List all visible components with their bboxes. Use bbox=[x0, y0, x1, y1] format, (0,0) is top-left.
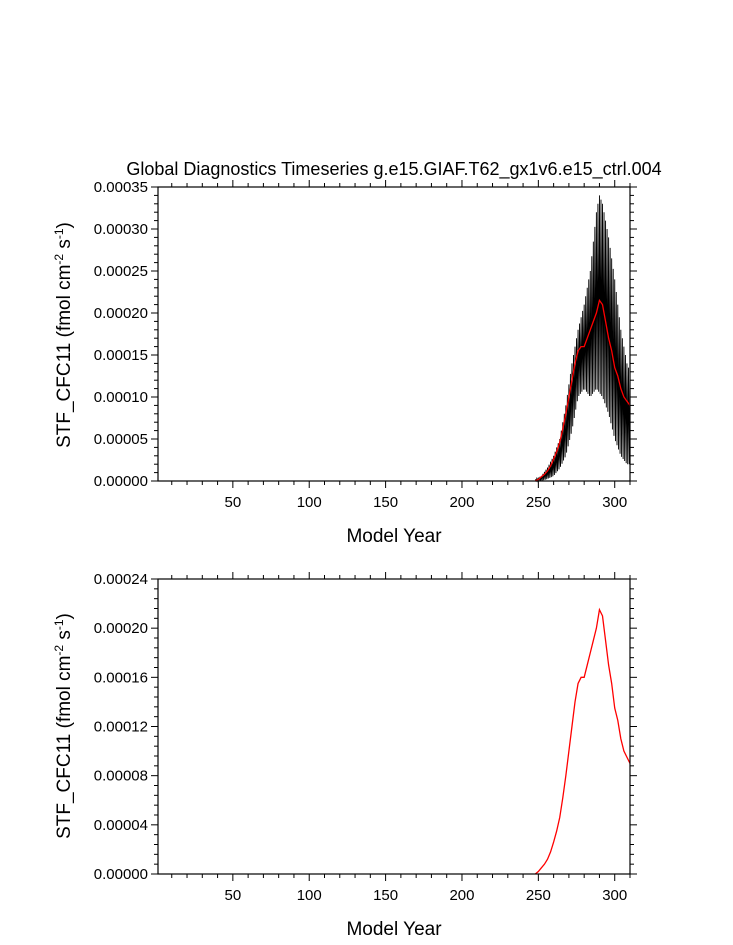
x-tick-label: 200 bbox=[449, 494, 474, 511]
x-tick-label: 150 bbox=[373, 494, 398, 511]
x-axis-label: Model Year bbox=[346, 526, 442, 547]
plot-area-bottom: 50 100 150 200 250 300 0.00000 0.00004 0.00008 0.… bbox=[94, 571, 637, 904]
y-label-main: STF_CFC11 (fmol cm bbox=[54, 265, 75, 448]
y-tick-label: 0.00010 bbox=[94, 389, 148, 406]
y-label-mid: s bbox=[54, 630, 75, 645]
y-tick-label: 0.00020 bbox=[94, 305, 148, 322]
y-tick-label: 0.00024 bbox=[94, 571, 148, 588]
y-label-exp1: -2 bbox=[52, 254, 66, 265]
x-tick-label: 200 bbox=[449, 887, 474, 904]
plot-frame bbox=[157, 186, 631, 482]
y-label-exp2: -1 bbox=[52, 619, 66, 630]
chart-title: Global Diagnostics Timeseries g.e15.GIAF… bbox=[126, 159, 661, 180]
x-tick-label: 250 bbox=[526, 494, 551, 511]
series-annual-line bbox=[534, 298, 631, 482]
y-label-end: ) bbox=[54, 613, 75, 619]
data-layer bbox=[534, 607, 631, 875]
plot-frame bbox=[157, 578, 631, 875]
y-label-end: ) bbox=[54, 222, 75, 228]
x-tick-label: 300 bbox=[602, 494, 627, 511]
y-tick-label: 0.00015 bbox=[94, 347, 148, 364]
y-label-main: STF_CFC11 (fmol cm bbox=[54, 656, 75, 839]
x-tick-label: 150 bbox=[373, 887, 398, 904]
y-label-exp1: -2 bbox=[52, 645, 66, 656]
chart-bottom: 50 100 150 200 250 300 0.00000 0.00004 0.00008 0.… bbox=[52, 571, 637, 940]
x-tick-label: 50 bbox=[225, 494, 242, 511]
series-annual-line bbox=[534, 607, 631, 875]
series-monthly-line bbox=[534, 195, 631, 483]
y-label-mid: s bbox=[54, 239, 75, 254]
y-tick-label: 0.00000 bbox=[94, 866, 148, 883]
x-tick-label: 100 bbox=[297, 887, 322, 904]
data-layer bbox=[534, 195, 631, 483]
y-tick-label: 0.00004 bbox=[94, 817, 148, 834]
x-tick-label: 300 bbox=[602, 887, 627, 904]
y-tick-label: 0.00035 bbox=[94, 179, 148, 196]
axes-frame: 50 100 150 200 250 300 0.00000 0.00004 0.00008 0.… bbox=[94, 571, 637, 904]
y-tick-label: 0.00020 bbox=[94, 620, 148, 637]
x-axis-label: Model Year bbox=[346, 919, 442, 940]
x-tick-label: 100 bbox=[297, 494, 322, 511]
y-tick-label: 0.00016 bbox=[94, 669, 148, 686]
y-label-exp2: -1 bbox=[52, 228, 66, 239]
y-axis-label: STF_CFC11 (fmol cm-2 s-1) bbox=[52, 613, 75, 839]
plot-area-top: 50 100 150 200 250 300 0.00000 0.00005 0.00010 0.… bbox=[94, 179, 637, 511]
y-axis-label: STF_CFC11 (fmol cm-2 s-1) bbox=[52, 222, 75, 448]
y-tick-label: 0.00000 bbox=[94, 473, 148, 490]
x-tick-label: 50 bbox=[225, 887, 242, 904]
y-tick-label: 0.00012 bbox=[94, 719, 148, 736]
chart-top: Global Diagnostics Timeseries g.e15.GIAF… bbox=[52, 159, 662, 547]
y-tick-label: 0.00025 bbox=[94, 263, 148, 280]
axes-frame: 50 100 150 200 250 300 0.00000 0.00005 0.00010 0.… bbox=[94, 179, 637, 511]
y-tick-label: 0.00030 bbox=[94, 221, 148, 238]
y-tick-label: 0.00005 bbox=[94, 431, 148, 448]
y-tick-label: 0.00008 bbox=[94, 768, 148, 785]
x-tick-label: 250 bbox=[526, 887, 551, 904]
